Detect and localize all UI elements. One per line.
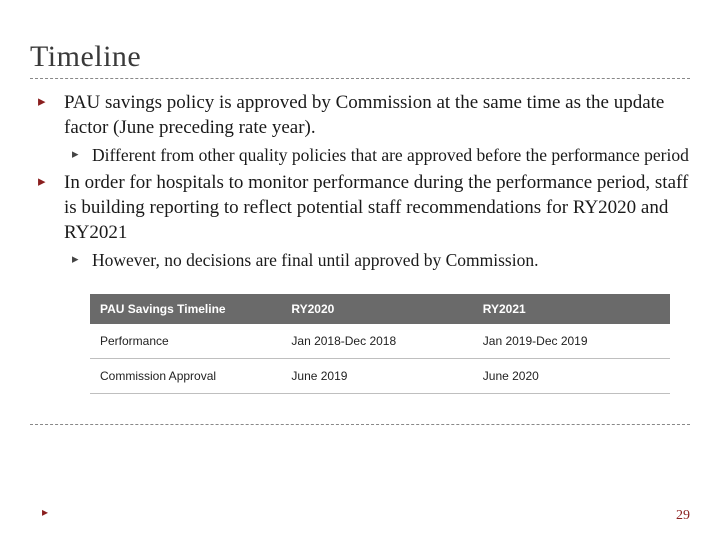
table-cell: Jan 2019-Dec 2019	[473, 324, 670, 359]
table-header-row: PAU Savings Timeline RY2020 RY2021	[90, 294, 670, 324]
table-row: Performance Jan 2018-Dec 2018 Jan 2019-D…	[90, 324, 670, 359]
table-cell: Performance	[90, 324, 281, 359]
page-number: 29	[676, 508, 690, 524]
table-cell: June 2019	[281, 358, 472, 393]
sub-bullet-list: Different from other quality policies th…	[64, 144, 690, 167]
table-row: Commission Approval June 2019 June 2020	[90, 358, 670, 393]
bullet-item: In order for hospitals to monitor perfor…	[38, 171, 690, 272]
table-header-cell: RY2021	[473, 294, 670, 324]
sub-bullet-item: Different from other quality policies th…	[64, 144, 690, 167]
footer-marker-icon: ▸	[42, 505, 48, 520]
sub-bullet-list: However, no decisions are final until ap…	[64, 249, 690, 272]
footer-rule	[30, 424, 690, 425]
bullet-text: In order for hospitals to monitor perfor…	[64, 172, 688, 242]
table-cell: Jan 2018-Dec 2018	[281, 324, 472, 359]
timeline-table: PAU Savings Timeline RY2020 RY2021 Perfo…	[90, 294, 670, 394]
table-container: PAU Savings Timeline RY2020 RY2021 Perfo…	[30, 294, 690, 394]
bullet-list: PAU savings policy is approved by Commis…	[30, 91, 690, 272]
table-cell: June 2020	[473, 358, 670, 393]
table-header-cell: PAU Savings Timeline	[90, 294, 281, 324]
table-header-cell: RY2020	[281, 294, 472, 324]
sub-bullet-item: However, no decisions are final until ap…	[64, 249, 690, 272]
slide-title: Timeline	[30, 40, 690, 74]
bullet-text: PAU savings policy is approved by Commis…	[64, 92, 664, 138]
table-cell: Commission Approval	[90, 358, 281, 393]
bullet-item: PAU savings policy is approved by Commis…	[38, 91, 690, 167]
title-underline	[30, 78, 690, 79]
